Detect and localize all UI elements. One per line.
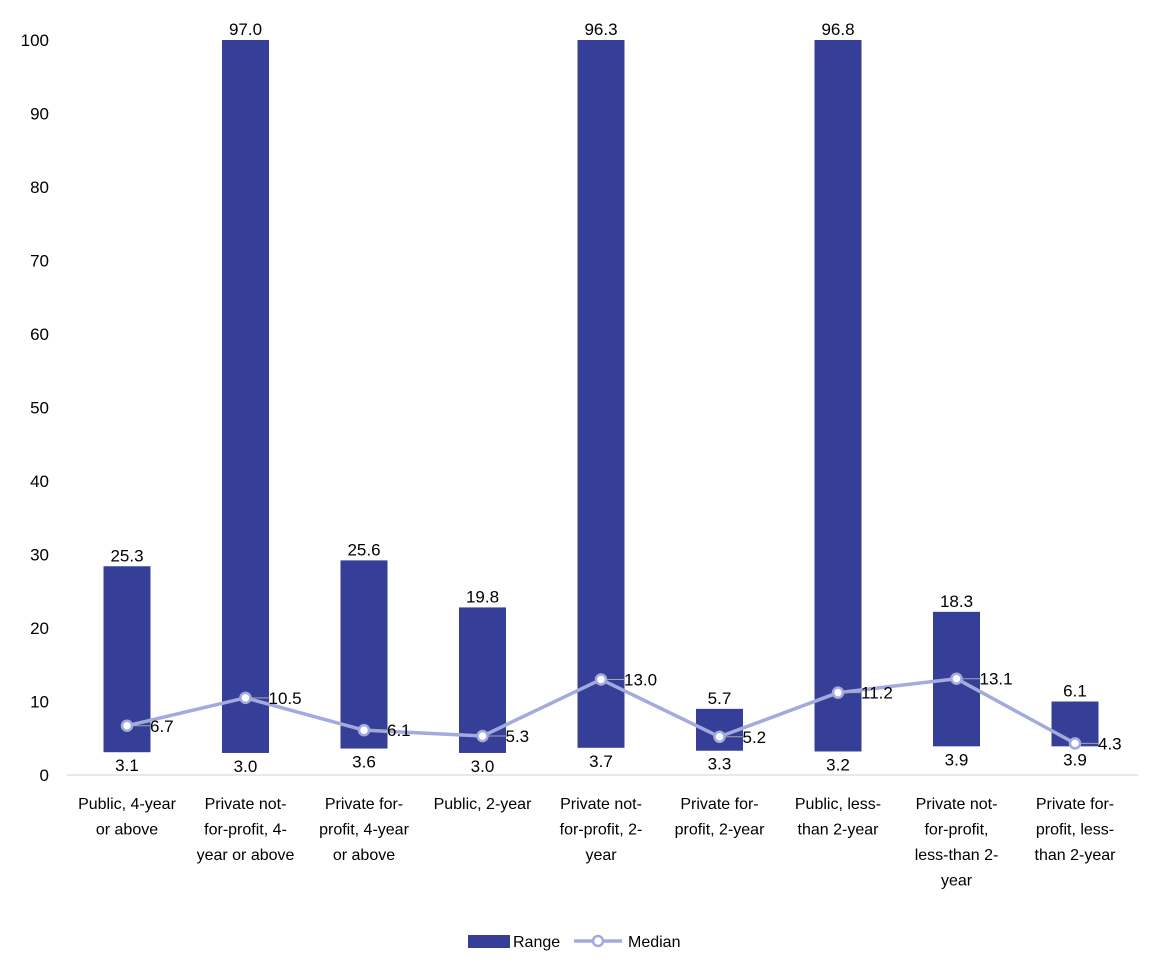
median-label: 13.0 <box>624 670 657 689</box>
range-high-label: 96.3 <box>584 20 617 39</box>
y-tick-label: 10 <box>30 693 49 712</box>
range-high-label: 96.8 <box>821 20 854 39</box>
y-tick-label: 50 <box>30 399 49 418</box>
x-category-label: Public, less-than 2-year <box>795 796 881 839</box>
median-point <box>833 688 843 698</box>
x-category-label: Public, 4-yearor above <box>78 796 176 839</box>
range-low-label: 3.7 <box>589 752 613 771</box>
median-point <box>715 732 725 742</box>
y-tick-label: 70 <box>30 252 49 271</box>
median-point <box>596 674 606 684</box>
median-label: 11.2 <box>861 684 893 703</box>
range-bar <box>578 40 625 748</box>
range-high-label: 25.3 <box>110 546 143 565</box>
range-bars <box>104 40 1099 753</box>
median-point <box>122 721 132 731</box>
y-tick-label: 30 <box>30 546 49 565</box>
range-high-label: 5.7 <box>708 689 732 708</box>
median-point <box>952 674 962 684</box>
x-axis-categories: Public, 4-yearor above Private not-for-pr… <box>78 796 1116 890</box>
range-low-label: 3.0 <box>234 757 258 776</box>
median-label: 5.2 <box>743 728 767 747</box>
median-point <box>1070 738 1080 748</box>
range-low-label: 3.2 <box>826 755 850 774</box>
y-tick-label: 90 <box>30 105 49 124</box>
y-tick-label: 60 <box>30 325 49 344</box>
y-axis: 0 10 20 30 40 50 60 70 80 90 100 <box>21 31 49 785</box>
median-point <box>478 731 488 741</box>
median-label: 6.1 <box>387 721 411 740</box>
range-bar <box>222 40 269 753</box>
x-category-label: Private not-for-profit, 4-year or above <box>197 796 295 864</box>
range-high-label: 6.1 <box>1063 682 1087 701</box>
range-low-label: 3.6 <box>352 753 376 772</box>
range-low-label: 3.0 <box>471 757 495 776</box>
range-high-label: 19.8 <box>466 587 499 606</box>
x-category-label: Private not-for-profit,less-than 2-year <box>915 796 999 890</box>
y-tick-label: 20 <box>30 619 49 638</box>
range-bar <box>341 560 388 748</box>
median-point <box>241 693 251 703</box>
range-low-label: 3.9 <box>1063 750 1087 769</box>
median-label: 4.3 <box>1098 734 1122 753</box>
median-point <box>359 725 369 735</box>
median-label: 13.1 <box>980 670 1013 689</box>
median-label: 10.5 <box>269 689 302 708</box>
x-category-label: Private for-profit, less-than 2-year <box>1035 796 1117 864</box>
range-low-label: 3.3 <box>708 755 732 774</box>
median-label: 6.7 <box>150 717 174 736</box>
y-tick-label: 0 <box>40 766 49 785</box>
x-category-label: Private for-profit, 2-year <box>675 796 765 839</box>
legend-range-label: Range <box>513 934 560 951</box>
legend-median-label: Median <box>628 934 680 951</box>
x-category-label: Private for-profit, 4-yearor above <box>319 796 409 864</box>
y-tick-label: 40 <box>30 472 49 491</box>
x-category-label: Private not-for-profit, 2-year <box>560 796 643 864</box>
range-high-label: 25.6 <box>347 540 380 559</box>
range-high-label: 18.3 <box>940 592 973 611</box>
x-category-label: Public, 2-year <box>434 796 532 813</box>
legend-median-marker <box>593 936 603 946</box>
y-tick-label: 80 <box>30 178 49 197</box>
range-high-label: 97.0 <box>229 20 262 39</box>
range-low-label: 3.1 <box>115 756 139 775</box>
legend: Range Median <box>468 934 680 951</box>
median-label: 5.3 <box>506 727 530 746</box>
legend-range-swatch <box>468 935 510 948</box>
range-bar <box>815 40 862 751</box>
range-low-label: 3.9 <box>945 750 969 769</box>
y-tick-label: 100 <box>21 31 49 50</box>
